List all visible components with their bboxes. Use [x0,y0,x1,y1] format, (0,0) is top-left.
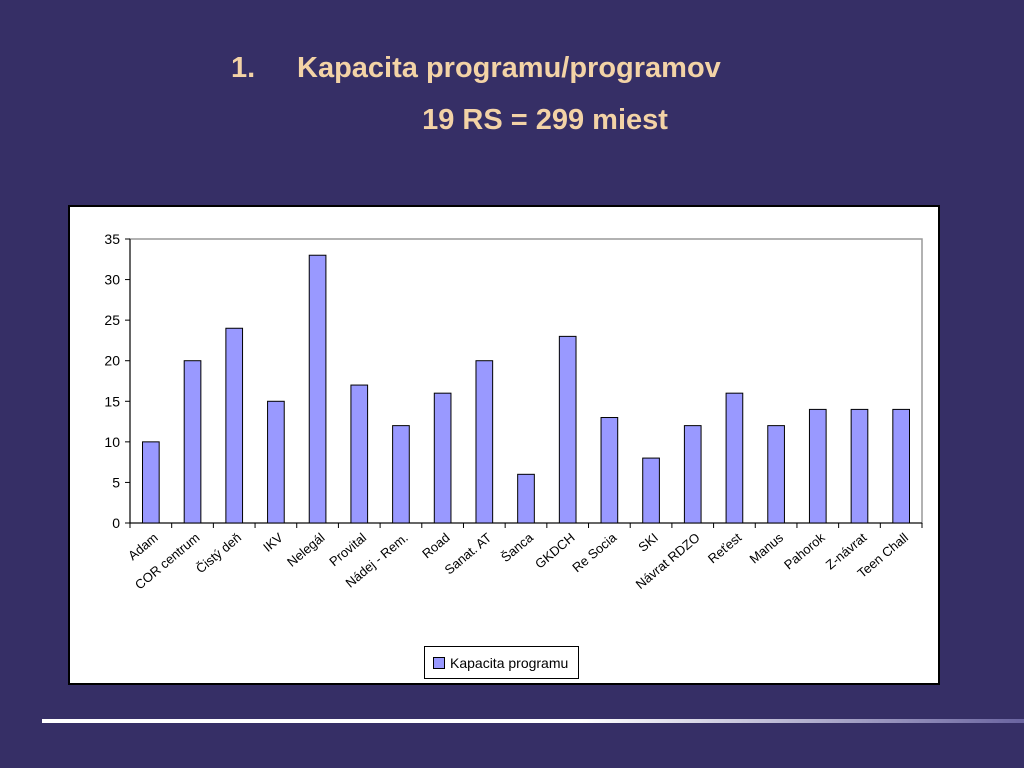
x-tick-label: Re Socia [569,529,620,575]
bar [475,360,494,524]
x-tick-label: Adam [125,530,161,563]
legend-swatch [433,656,445,669]
x-tick-label: Pahorok [781,529,828,572]
y-tick-label: 30 [104,272,120,288]
y-tick-label: 35 [104,231,120,247]
x-tick-label: Sanat. AT [442,530,495,578]
bar [350,384,369,524]
y-tick-label: 15 [104,393,120,409]
x-tick-label: Reťest [705,530,745,567]
bar [392,425,410,524]
bar [767,425,785,524]
bar [225,327,244,524]
y-tick-label: 10 [104,434,120,450]
x-tick-label: Road [419,530,452,561]
bar [725,392,744,524]
x-tick-label: Nelegál [284,530,327,570]
bar [808,408,827,524]
legend-label: Kapacita programu [450,654,569,671]
bar [142,441,160,524]
bar [892,408,910,524]
bar [850,408,869,524]
subtitle: 19 RS = 299 miest [422,104,668,136]
x-tick-label: IKV [260,530,286,555]
y-tick-label: 5 [112,474,120,490]
x-tick-label: SKI [635,530,661,555]
bar [517,473,535,524]
title-line: 1. Kapacita programu/programov [231,52,721,85]
y-tick-label: 25 [104,312,120,328]
bar [183,360,202,524]
title-number: 1. [231,52,256,84]
x-tick-label: Šanca [498,529,536,565]
footer-divider [42,719,1024,723]
bar [558,335,577,524]
bar [267,400,285,524]
x-tick-label: Čistý deň [193,530,244,576]
chart-legend: Kapacita programu [424,646,580,679]
bar [683,425,702,524]
y-tick-label: 20 [104,353,120,369]
chart-frame: 0 5 10 15 20 25 30 35 Adam COR centrum Čistý deň IK… [68,205,940,685]
bar [308,254,327,524]
bar [600,417,619,524]
bar [433,392,452,524]
bar [642,457,660,524]
title-text: Kapacita programu/programov [297,52,721,84]
y-tick-label: 0 [112,515,120,531]
